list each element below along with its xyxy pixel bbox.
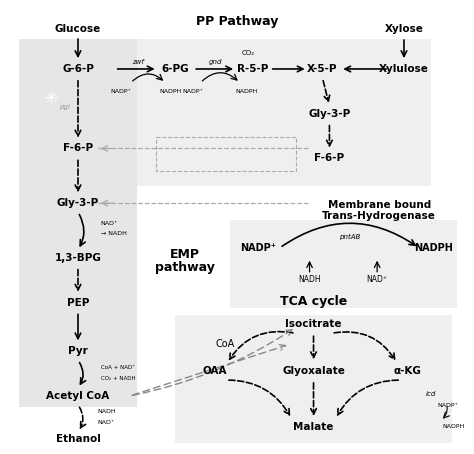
FancyBboxPatch shape — [19, 39, 137, 407]
Text: α-KG: α-KG — [393, 366, 421, 376]
Text: 1,3-BPG: 1,3-BPG — [55, 253, 101, 263]
Text: CoA + NAD⁺: CoA + NAD⁺ — [101, 365, 135, 370]
Text: icd: icd — [426, 391, 436, 397]
Text: R-5-P: R-5-P — [237, 64, 269, 74]
Text: F-6-P: F-6-P — [63, 143, 93, 153]
Text: F-6-P: F-6-P — [314, 153, 345, 163]
Text: zwf: zwf — [132, 59, 144, 65]
Text: Xylulose: Xylulose — [379, 64, 429, 74]
Text: → NADH: → NADH — [101, 232, 127, 237]
Text: NADP⁺: NADP⁺ — [438, 404, 458, 409]
Text: OAA: OAA — [203, 366, 228, 376]
Text: pgi: pgi — [59, 104, 70, 110]
Text: EMP: EMP — [170, 248, 201, 262]
Text: Membrane bound: Membrane bound — [328, 200, 431, 210]
Text: Xylose: Xylose — [384, 24, 423, 34]
Text: CoA: CoA — [216, 339, 235, 349]
FancyBboxPatch shape — [230, 220, 456, 307]
Text: CO₂: CO₂ — [241, 50, 255, 56]
Text: Glyoxalate: Glyoxalate — [282, 366, 345, 376]
Text: NAD⁺: NAD⁺ — [98, 420, 115, 425]
Text: NADP⁺: NADP⁺ — [182, 89, 203, 94]
Text: G-6-P: G-6-P — [62, 64, 94, 74]
Bar — [156, 137, 296, 171]
Text: NAD⁺: NAD⁺ — [366, 275, 388, 284]
Text: NADPH: NADPH — [236, 89, 258, 94]
Text: NADPH: NADPH — [159, 89, 182, 94]
Text: Gly-3-P: Gly-3-P — [57, 198, 99, 208]
Text: NADP⁺: NADP⁺ — [110, 89, 131, 94]
Text: Glucose: Glucose — [55, 24, 101, 34]
Text: 6-PG: 6-PG — [162, 64, 189, 74]
FancyBboxPatch shape — [137, 39, 431, 186]
Text: Trans-Hydrogenase: Trans-Hydrogenase — [322, 211, 436, 221]
Text: CO₂ + NADH: CO₂ + NADH — [101, 375, 136, 380]
Text: NADH: NADH — [98, 410, 117, 415]
Text: Acetyl CoA: Acetyl CoA — [46, 391, 109, 401]
Text: pathway: pathway — [155, 261, 215, 274]
Text: NADPH: NADPH — [443, 424, 465, 429]
Text: NADP⁺: NADP⁺ — [240, 243, 276, 253]
Text: NAD⁺: NAD⁺ — [101, 221, 118, 226]
Text: X-5-P: X-5-P — [307, 64, 337, 74]
Text: TCA cycle: TCA cycle — [280, 295, 347, 308]
Text: Malate: Malate — [293, 422, 334, 432]
Text: PP Pathway: PP Pathway — [196, 15, 278, 28]
Text: Isocitrate: Isocitrate — [285, 320, 342, 330]
Text: NADH: NADH — [298, 275, 321, 284]
Text: NADPH: NADPH — [414, 243, 453, 253]
FancyBboxPatch shape — [175, 316, 452, 443]
Text: gnd: gnd — [209, 59, 222, 65]
Text: PEP: PEP — [67, 297, 89, 307]
Text: Gly-3-P: Gly-3-P — [308, 109, 351, 118]
Text: pntAB: pntAB — [339, 234, 360, 240]
Text: ✳: ✳ — [44, 90, 59, 108]
Text: Pyr: Pyr — [68, 346, 88, 356]
Text: Ethanol: Ethanol — [55, 434, 100, 444]
